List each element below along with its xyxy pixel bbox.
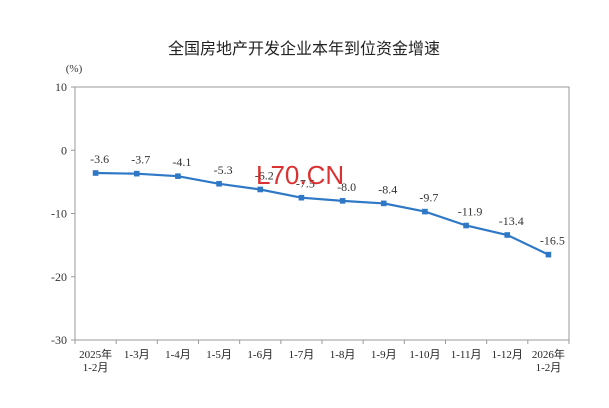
- y-tick-label: -30: [51, 333, 67, 347]
- x-tick-label: 1-11月: [451, 349, 482, 361]
- data-label: -3.7: [131, 153, 150, 167]
- x-tick-label: 1-3月: [124, 349, 150, 361]
- data-point: [133, 170, 140, 177]
- data-point: [380, 200, 387, 207]
- y-tick-label: -10: [51, 207, 67, 221]
- data-label: -3.6: [90, 152, 109, 166]
- data-point: [339, 198, 346, 204]
- y-axis-unit: (%): [66, 63, 83, 75]
- data-label: -7.5: [296, 177, 315, 191]
- x-tick-label: 1-10月: [409, 349, 440, 361]
- data-label: -8.0: [337, 180, 356, 194]
- x-tick-label: 1-2月: [536, 362, 562, 374]
- data-point: [504, 232, 511, 238]
- data-point: [463, 222, 469, 229]
- data-label: -9.7: [419, 191, 438, 205]
- chart-title: 全国房地产开发企业本年到位资金增速: [168, 39, 440, 58]
- data-label: -8.4: [378, 182, 397, 196]
- x-tick-label: 1-9月: [371, 349, 397, 361]
- x-tick-label: 1-5月: [206, 349, 232, 361]
- data-point: [298, 194, 305, 201]
- data-label: -6.2: [255, 168, 274, 182]
- x-tick-label: 2025年: [79, 347, 112, 361]
- series-line: [95, 171, 549, 256]
- x-tick-label: 1-2月: [83, 362, 109, 374]
- x-tick-label: 2026年: [532, 347, 565, 361]
- data-labels: -3.6 -3.7 -4.1 -5.3 -6.2 -7.5 -8.0 -8.4 -9.7 -11.…: [90, 152, 565, 248]
- watermark-text: L70.CN: [256, 160, 344, 190]
- y-tick-label: 0: [61, 143, 67, 157]
- data-label: -16.5: [540, 234, 565, 248]
- data-point: [257, 186, 264, 193]
- y-tick-label: -20: [51, 270, 67, 284]
- series-markers: [92, 170, 552, 258]
- data-point: [422, 208, 428, 215]
- x-tick-label: 1-12月: [492, 349, 523, 361]
- data-point: [175, 173, 181, 179]
- x-tick-label: 1-6月: [247, 349, 273, 361]
- y-tick-label: 10: [55, 80, 67, 94]
- x-tick-label: 1-4月: [165, 349, 191, 361]
- x-tick-label: 1-7月: [289, 349, 315, 361]
- data-point: [545, 251, 552, 258]
- data-point: [92, 170, 99, 176]
- y-axis-ticks: 10 0 -10 -20 -30: [51, 80, 75, 347]
- x-tick-label: 1-8月: [330, 349, 356, 361]
- data-point: [216, 180, 222, 187]
- plot-frame: [74, 86, 570, 341]
- data-label: -13.4: [499, 214, 524, 228]
- data-label: -4.1: [172, 155, 191, 169]
- data-label: -11.9: [458, 205, 483, 219]
- data-label: -5.3: [214, 163, 233, 177]
